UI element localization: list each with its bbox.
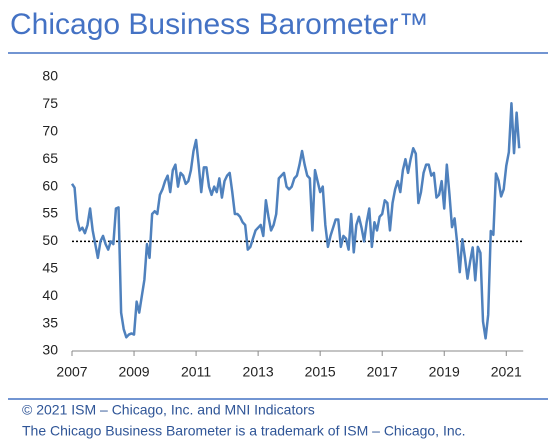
footer-line: © 2021 ISM – Chicago, Inc. and MNI Indic… [22,402,315,418]
y-tick-label: 60 [42,177,58,193]
y-tick-label: 70 [42,123,58,139]
x-tick-label: 2017 [367,364,398,380]
x-tick-label: 2011 [181,364,211,380]
y-tick-label: 45 [42,260,58,276]
x-tick-label: 2015 [305,364,336,380]
x-tick-label: 2013 [243,364,274,380]
footer-line: The Chicago Business Barometer is a trad… [22,423,466,439]
y-tick-label: 30 [42,342,58,358]
y-tick-label: 40 [42,287,58,303]
y-tick-label: 65 [42,150,58,166]
y-tick-label: 50 [42,232,58,248]
x-tick-label: 2007 [56,364,87,380]
x-tick-label: 2019 [429,364,460,380]
chart-title: Chicago Business Barometer™ [10,8,429,41]
x-tick-label: 2021 [491,364,522,380]
y-tick-label: 55 [42,205,58,221]
y-tick-label: 75 [42,95,58,111]
data-line [70,102,521,340]
x-tick-label: 2009 [118,364,149,380]
y-tick-label: 35 [42,314,58,330]
y-tick-label: 80 [42,68,58,84]
